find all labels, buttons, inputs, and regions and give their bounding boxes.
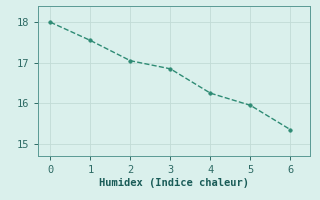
X-axis label: Humidex (Indice chaleur): Humidex (Indice chaleur) xyxy=(100,178,249,188)
